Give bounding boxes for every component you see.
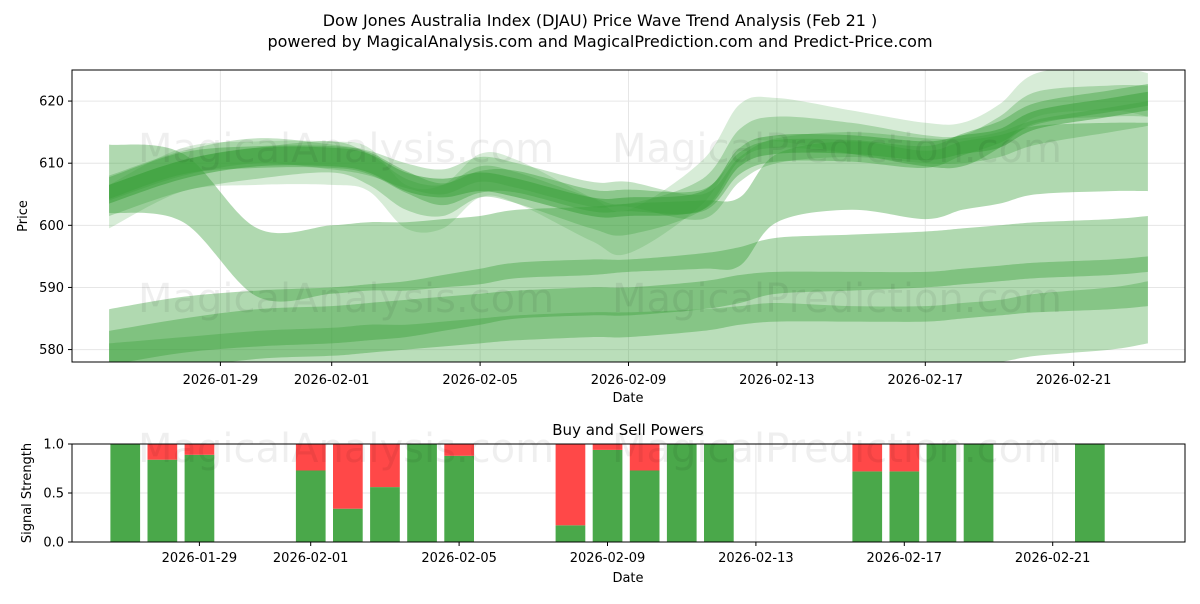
signal-x-tick-label: 2026-02-01 xyxy=(273,551,349,566)
buy-bar xyxy=(629,470,660,542)
sell-bar xyxy=(370,444,400,488)
signal-x-tick-label: 2026-02-17 xyxy=(867,551,943,566)
signal-x-tick-label: 2026-02-09 xyxy=(570,551,646,566)
price-y-label: Price xyxy=(16,200,31,232)
sell-bar xyxy=(184,444,215,455)
buy-bar xyxy=(852,471,883,542)
signal-bars xyxy=(110,444,1105,542)
watermark-bottom-right: MagicalPrediction.com xyxy=(612,426,1062,472)
price-y-tick-label: 590 xyxy=(39,281,64,296)
price-wave-bands xyxy=(109,70,1148,362)
figure-title: Dow Jones Australia Index (DJAU) Price W… xyxy=(323,11,878,30)
buy-bar xyxy=(333,508,363,542)
wave-band-long-wave-lowest xyxy=(109,281,1148,362)
figure-subtitle: powered by MagicalAnalysis.com and Magic… xyxy=(267,32,932,51)
buy-bar xyxy=(370,487,400,542)
sell-bar xyxy=(295,444,326,471)
buy-bar xyxy=(295,470,326,542)
price-x-tick-label: 2026-02-01 xyxy=(294,373,370,388)
watermark-top-right: MagicalPrediction.com xyxy=(612,126,1062,172)
wave-band-wave-2 xyxy=(109,84,1148,215)
buy-bar xyxy=(889,471,920,542)
watermark-top-left: MagicalAnalysis.com xyxy=(138,126,554,172)
watermark-mid-right: MagicalPrediction.com xyxy=(612,276,1062,322)
wave-band-long-wave-lower xyxy=(109,256,1148,362)
sell-bar xyxy=(889,444,920,472)
wave-band-wave-3 xyxy=(109,85,1148,236)
buy-bar xyxy=(184,454,215,542)
buy-bar xyxy=(1075,444,1105,542)
price-x-ticks: 2026-01-29 2026-02-01 2026-02-05 2026-02-09… xyxy=(183,362,1112,388)
signal-y-label: Signal Strength xyxy=(20,443,35,543)
sell-bar xyxy=(592,444,623,450)
buy-bar xyxy=(704,444,734,542)
buy-bar xyxy=(147,459,178,542)
sell-bar xyxy=(555,444,586,526)
buy-bar xyxy=(110,444,141,542)
price-y-tick-label: 620 xyxy=(39,95,64,110)
price-x-tick-label: 2026-02-09 xyxy=(591,373,667,388)
signal-y-tick-label: 1.0 xyxy=(43,438,64,453)
price-y-tick-label: 580 xyxy=(39,343,64,358)
signal-y-tick-label: 0.0 xyxy=(43,536,64,551)
signal-y-tick-label: 0.5 xyxy=(43,487,64,502)
signal-panel: Buy and Sell Powers MagicalAnalysis.com … xyxy=(20,421,1186,586)
sell-bar xyxy=(852,444,883,472)
buy-bar xyxy=(407,444,437,542)
signal-x-tick-label: 2026-02-21 xyxy=(1015,551,1091,566)
buy-bar xyxy=(592,449,623,542)
price-y-tick-label: 600 xyxy=(39,219,64,234)
sell-bar xyxy=(333,444,363,509)
price-x-tick-label: 2026-02-17 xyxy=(888,373,964,388)
wave-band-long-wave-upper xyxy=(109,122,1148,302)
buy-bar xyxy=(555,525,586,542)
wave-band-wave-5 xyxy=(109,101,1148,220)
wave-band-long-wave-middle xyxy=(109,216,1148,362)
signal-x-label: Date xyxy=(612,571,643,586)
buy-bar xyxy=(926,444,957,542)
signal-x-tick-label: 2026-02-13 xyxy=(718,551,794,566)
buy-bar xyxy=(963,444,994,542)
sell-bar xyxy=(147,444,178,460)
sell-bar xyxy=(444,444,474,456)
wave-band-wave-1 xyxy=(109,91,1148,218)
signal-y-ticks: 0.0 0.5 1.0 xyxy=(43,438,72,551)
buy-bar xyxy=(666,444,697,542)
price-x-tick-label: 2026-02-21 xyxy=(1036,373,1112,388)
price-x-tick-label: 2026-01-29 xyxy=(183,373,259,388)
price-x-tick-label: 2026-02-05 xyxy=(442,373,518,388)
wave-band-wave-4 xyxy=(109,70,1148,256)
watermark-bottom-left: MagicalAnalysis.com xyxy=(138,426,554,472)
price-x-tick-label: 2026-02-13 xyxy=(739,373,815,388)
price-panel: MagicalAnalysis.com MagicalPrediction.co… xyxy=(16,69,1186,406)
sell-bar xyxy=(629,444,660,471)
signal-title: Buy and Sell Powers xyxy=(552,421,704,439)
watermark-mid-left: MagicalAnalysis.com xyxy=(138,276,554,322)
signal-x-tick-label: 2026-01-29 xyxy=(162,551,238,566)
signal-x-tick-label: 2026-02-05 xyxy=(421,551,497,566)
buy-bar xyxy=(444,455,474,542)
price-x-label: Date xyxy=(612,391,643,406)
price-y-tick-label: 610 xyxy=(39,157,64,172)
price-y-ticks: 580 590 600 610 620 xyxy=(39,95,72,358)
signal-x-ticks: 2026-01-29 2026-02-01 2026-02-05 2026-02-09… xyxy=(162,542,1091,566)
